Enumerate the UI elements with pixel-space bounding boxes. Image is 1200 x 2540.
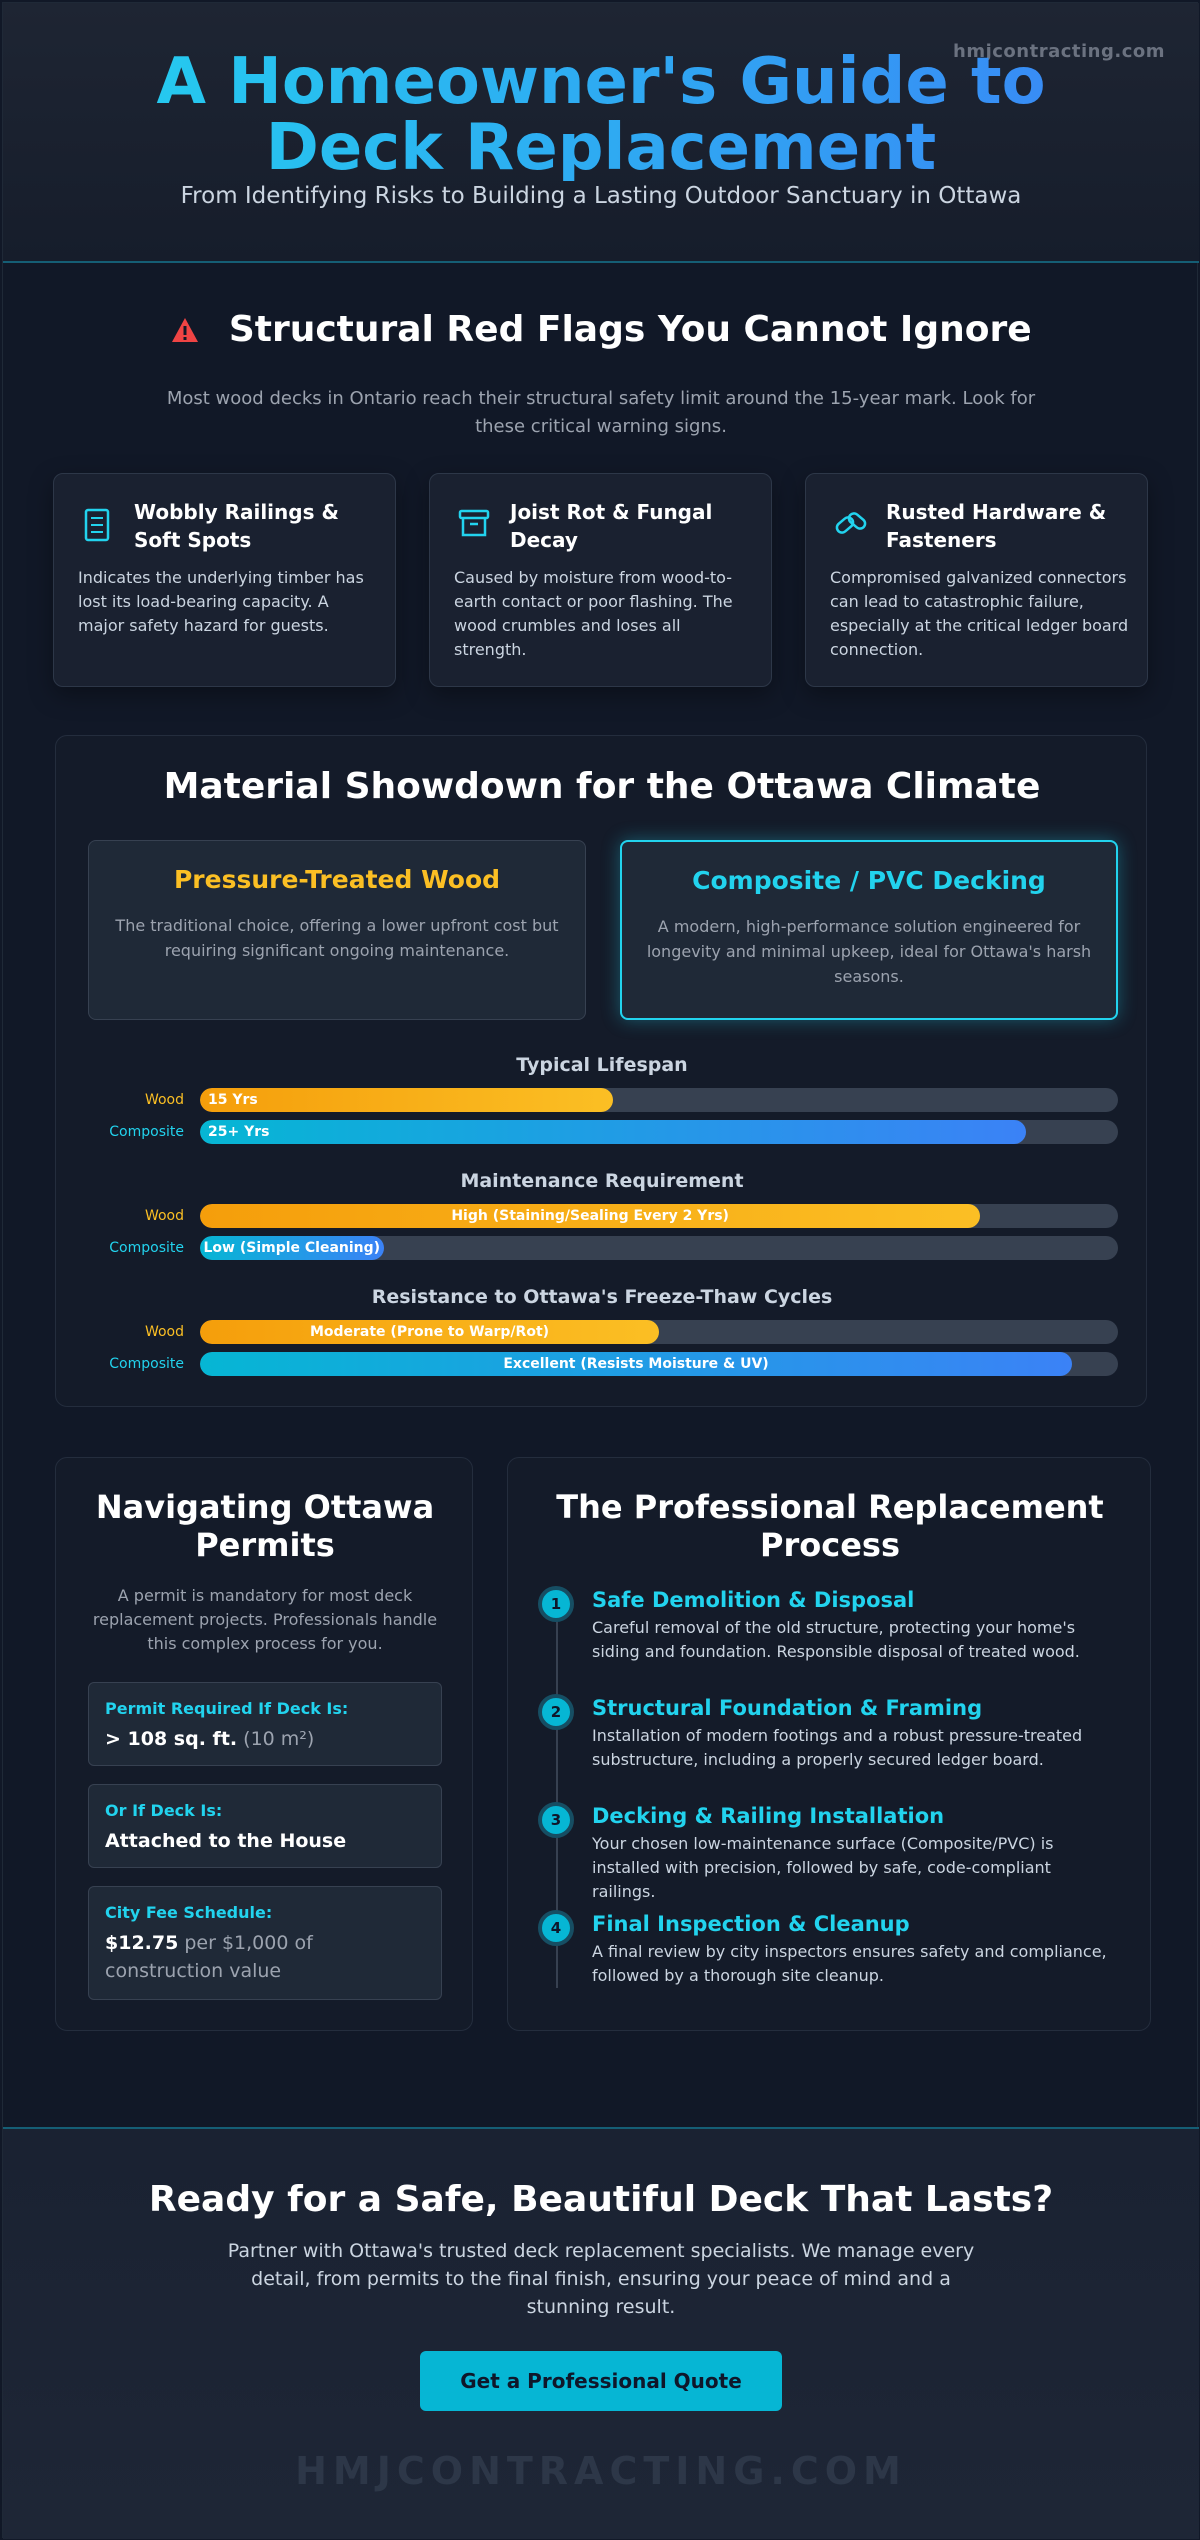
- bar-track: Excellent (Resists Moisture & UV): [200, 1352, 1118, 1376]
- step-text: A final review by city inspectors ensure…: [592, 1942, 1107, 1985]
- red-flags-intro: Most wood decks in Ontario reach their s…: [166, 388, 1036, 437]
- permit-item-size: Permit Required If Deck Is: > 108 sq. ft…: [88, 1682, 442, 1766]
- bar-label: Wood: [144, 1092, 184, 1108]
- bar-row-composite: Composite 25+ Yrs: [56, 1120, 1148, 1144]
- flag-card-title: Joist Rot & Fungal Decay: [510, 500, 713, 552]
- bar-row-composite: Composite Excellent (Resists Moisture & …: [56, 1352, 1148, 1376]
- process-title: The Professional Replacement Process: [556, 1488, 1104, 1564]
- red-flags-title: Structural Red Flags You Cannot Ignore: [228, 309, 1032, 350]
- bar-label: Wood: [144, 1208, 184, 1224]
- material-card-wood: Pressure-Treated Wood The traditional ch…: [88, 840, 586, 1020]
- permit-item-label: Or If Deck Is:: [105, 1801, 223, 1820]
- flag-card-rusted-hardware: Rusted Hardware & Fasteners Compromised …: [805, 473, 1148, 687]
- metric-title-lifespan: Typical Lifespan: [516, 1054, 688, 1076]
- step-number: 3: [538, 1802, 574, 1838]
- material-showdown: Material Showdown for the Ottawa Climate…: [55, 735, 1147, 1407]
- metric-title-freeze-thaw: Resistance to Ottawa's Freeze-Thaw Cycle…: [371, 1286, 833, 1308]
- bar-track: 15 Yrs: [200, 1088, 1118, 1112]
- step-number: 1: [538, 1586, 574, 1622]
- warning-triangle-icon: [170, 314, 210, 349]
- bar-fill: 15 Yrs: [200, 1088, 614, 1112]
- permits-intro: A permit is mandatory for most deck repl…: [92, 1586, 438, 1653]
- bar-fill: Moderate (Prone to Warp/Rot): [200, 1320, 659, 1344]
- metric-title-maintenance: Maintenance Requirement: [460, 1170, 744, 1192]
- bar-row-wood: Wood Moderate (Prone to Warp/Rot): [56, 1320, 1148, 1344]
- bar-track: High (Staining/Sealing Every 2 Yrs): [200, 1204, 1118, 1228]
- material-card-title: Composite / PVC Decking: [692, 866, 1046, 895]
- step-number: 2: [538, 1694, 574, 1730]
- step-title: Structural Foundation & Framing: [592, 1696, 983, 1720]
- material-card-text: The traditional choice, offering a lower…: [115, 916, 559, 960]
- permit-item-label: Permit Required If Deck Is:: [105, 1699, 349, 1718]
- bar-label: Composite: [109, 1356, 184, 1372]
- step-text: Your chosen low-maintenance surface (Com…: [592, 1834, 1054, 1901]
- page-title: A Homeowner's Guide to Deck Replacement: [3, 49, 1199, 181]
- material-card-text: A modern, high-performance solution engi…: [646, 917, 1092, 986]
- bar-row-wood: Wood High (Staining/Sealing Every 2 Yrs): [56, 1204, 1148, 1228]
- link-icon: [834, 508, 867, 538]
- permit-item-label: City Fee Schedule:: [105, 1903, 273, 1922]
- flag-card-title: Rusted Hardware & Fasteners: [886, 500, 1107, 552]
- material-card-title: Pressure-Treated Wood: [173, 865, 501, 894]
- permit-item-value: $12.75 per $1,000 of construction value: [105, 1932, 313, 1982]
- bar-fill: 25+ Yrs: [200, 1120, 1027, 1144]
- flag-card-text: Indicates the underlying timber has lost…: [78, 568, 364, 635]
- permits-title: Navigating Ottawa Permits: [95, 1488, 435, 1564]
- bar-label: Wood: [144, 1324, 184, 1340]
- step-text: Careful removal of the old structure, pr…: [592, 1618, 1080, 1661]
- bar-row-wood: Wood 15 Yrs: [56, 1088, 1148, 1112]
- footer-watermark: HMJCONTRACTING.COM: [295, 2449, 907, 2493]
- flag-card-text: Caused by moisture from wood-to-earth co…: [454, 568, 733, 659]
- permits-panel: Navigating Ottawa Permits A permit is ma…: [55, 1457, 473, 2031]
- box-icon: [458, 508, 490, 538]
- red-flags-heading: Structural Red Flags You Cannot Ignore: [3, 309, 1199, 350]
- cta-title: Ready for a Safe, Beautiful Deck That La…: [148, 2179, 1054, 2220]
- permit-item-value: > 108 sq. ft. (10 m²): [105, 1728, 315, 1750]
- timeline-line: [556, 1598, 558, 1988]
- step-title: Decking & Railing Installation: [592, 1804, 945, 1828]
- bar-fill: Excellent (Resists Moisture & UV): [200, 1352, 1073, 1376]
- material-showdown-title: Material Showdown for the Ottawa Climate: [163, 766, 1041, 807]
- flag-card-text: Compromised galvanized connectors can le…: [830, 568, 1129, 659]
- permit-item-value: Attached to the House: [105, 1830, 347, 1852]
- permit-item-fee: City Fee Schedule: $12.75 per $1,000 of …: [88, 1886, 442, 2000]
- permit-item-attached: Or If Deck Is: Attached to the House: [88, 1784, 442, 1868]
- bar-label: Composite: [109, 1240, 184, 1256]
- flag-card-railings: Wobbly Railings & Soft Spots Indicates t…: [53, 473, 396, 687]
- bar-track: 25+ Yrs: [200, 1120, 1118, 1144]
- header-domain: hmjcontracting.com: [953, 41, 1165, 62]
- process-panel: The Professional Replacement Process 1 S…: [507, 1457, 1151, 2031]
- page-subtitle: From Identifying Risks to Building a Las…: [180, 183, 1022, 209]
- material-card-composite: Composite / PVC Decking A modern, high-p…: [620, 840, 1118, 1020]
- step-number: 4: [538, 1910, 574, 1946]
- railing-icon: [82, 508, 112, 542]
- step-text: Installation of modern footings and a ro…: [592, 1726, 1083, 1769]
- bar-track: Low (Simple Cleaning): [200, 1236, 1118, 1260]
- bar-fill: Low (Simple Cleaning): [200, 1236, 384, 1260]
- page-header: hmjcontracting.com A Homeowner's Guide t…: [3, 3, 1199, 263]
- bar-fill: High (Staining/Sealing Every 2 Yrs): [200, 1204, 981, 1228]
- bar-track: Moderate (Prone to Warp/Rot): [200, 1320, 1118, 1344]
- cta-section: Ready for a Safe, Beautiful Deck That La…: [3, 2127, 1199, 2539]
- bar-row-composite: Composite Low (Simple Cleaning): [56, 1236, 1148, 1260]
- flag-card-title: Wobbly Railings & Soft Spots: [134, 500, 339, 552]
- flag-card-joist-rot: Joist Rot & Fungal Decay Caused by moist…: [429, 473, 772, 687]
- cta-text: Partner with Ottawa's trusted deck repla…: [227, 2240, 975, 2318]
- get-quote-button[interactable]: Get a Professional Quote: [420, 2351, 782, 2411]
- step-title: Safe Demolition & Disposal: [592, 1588, 915, 1612]
- bar-label: Composite: [109, 1124, 184, 1140]
- step-title: Final Inspection & Cleanup: [592, 1912, 910, 1936]
